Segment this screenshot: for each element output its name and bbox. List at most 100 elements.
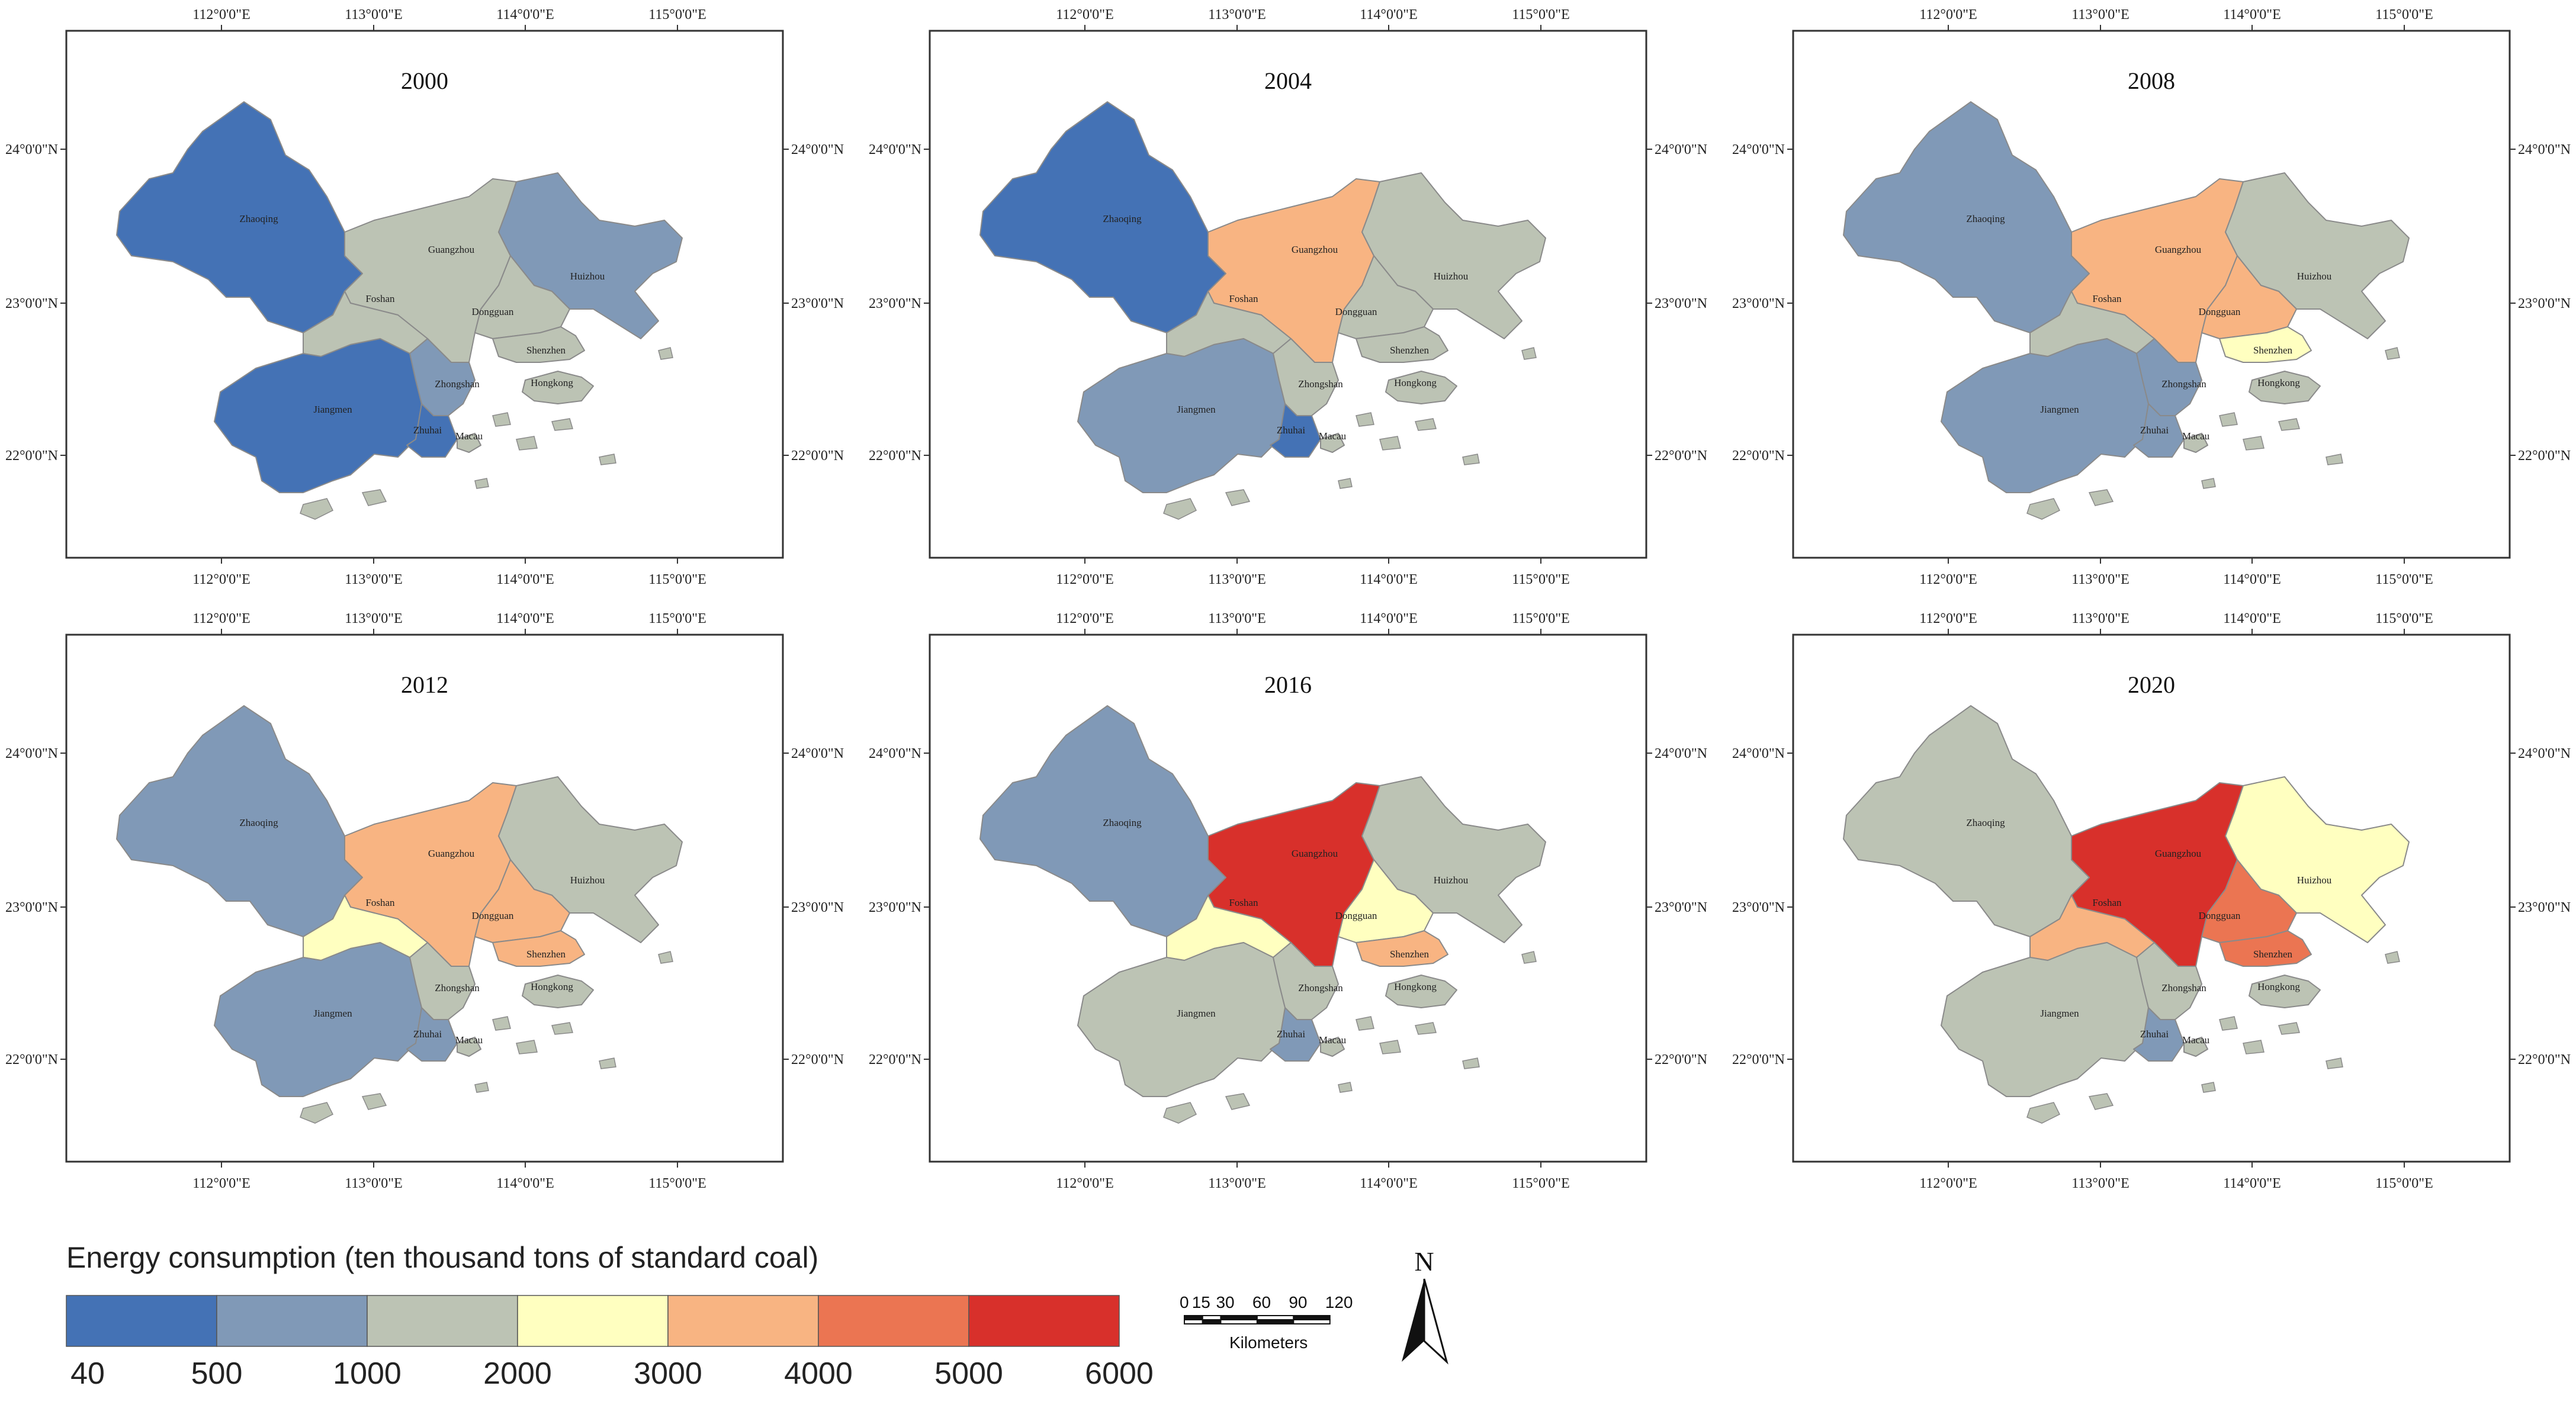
map-panel-2008: 112°0'0"E 112°0'0"E 113°0'0"E 113°0'0"E 114°… [1732, 7, 2571, 587]
city-label-shenzhen: Shenzhen [1390, 949, 1430, 960]
island [2026, 1102, 2061, 1124]
island [2385, 347, 2400, 360]
island [2219, 1016, 2238, 1031]
lon-label-top: 114°0'0"E [496, 611, 554, 626]
city-label-foshan: Foshan [1229, 293, 1258, 304]
map-panel-2016: 112°0'0"E 112°0'0"E 113°0'0"E 113°0'0"E 114°… [869, 611, 1707, 1191]
city-label-zhuhai: Zhuhai [2140, 425, 2169, 436]
region-zhuhai [2133, 1007, 2185, 1062]
city-label-zhaoqing: Zhaoqing [1966, 817, 2005, 828]
lon-label-bottom: 112°0'0"E [1919, 572, 1977, 587]
lat-label-left: 23°0'0"N [5, 296, 58, 311]
city-label-shenzhen: Shenzhen [1390, 345, 1430, 356]
scale-bar-unit: Kilometers [1229, 1333, 1308, 1352]
city-label-zhongshan: Zhongshan [2161, 982, 2206, 994]
north-arrow-left [1402, 1279, 1424, 1362]
region-zhaoqing [116, 705, 363, 937]
legend-swatch-c3000_4000 [667, 1295, 819, 1347]
region-shenzhen [492, 930, 585, 967]
map-year-title: 2020 [2128, 671, 2175, 698]
city-label-jiangmen: Jiangmen [313, 1008, 352, 1019]
lat-label-left: 24°0'0"N [869, 142, 921, 157]
city-label-guangzhou: Guangzhou [2155, 848, 2202, 859]
island [1338, 1082, 1353, 1093]
city-label-zhaoqing: Zhaoqing [239, 817, 278, 828]
scale-segment-top [1256, 1315, 1295, 1320]
island [2278, 1022, 2300, 1035]
scale-bar-label: 0 [1180, 1293, 1189, 1311]
lat-label-left: 22°0'0"N [1732, 1052, 1785, 1068]
map-year-title: 2000 [401, 67, 448, 94]
city-label-shenzhen: Shenzhen [2253, 949, 2293, 960]
legend-swatch-c5000_6000 [968, 1295, 1120, 1347]
city-label-hongkong: Hongkong [1394, 377, 1437, 388]
city-label-zhuhai: Zhuhai [2140, 1028, 2169, 1040]
lat-label-left: 24°0'0"N [5, 142, 58, 157]
city-label-zhaoqing: Zhaoqing [239, 213, 278, 224]
legend-tick-label: 6000 [1085, 1356, 1154, 1391]
lon-label-bottom: 112°0'0"E [1056, 572, 1114, 587]
region-macau [457, 433, 481, 453]
city-label-hongkong: Hongkong [1394, 981, 1437, 992]
north-arrow-label: N [1414, 1246, 1434, 1277]
lat-label-right: 23°0'0"N [1655, 296, 1707, 311]
region-dongguan [2201, 255, 2297, 339]
legend-tick-label: 2000 [483, 1356, 552, 1391]
lon-label-bottom: 112°0'0"E [1919, 1176, 1977, 1191]
lon-label-top: 114°0'0"E [1360, 611, 1418, 626]
region-hongkong [1385, 975, 1457, 1008]
city-label-zhuhai: Zhuhai [1277, 1028, 1305, 1040]
city-label-zhongshan: Zhongshan [1298, 378, 1343, 390]
city-label-zhongshan: Zhongshan [435, 378, 480, 390]
island [1356, 412, 1374, 427]
island [361, 489, 387, 506]
island [474, 1082, 489, 1093]
region-shenzhen [1356, 326, 1448, 363]
region-hongkong [1385, 371, 1457, 404]
lat-label-right: 22°0'0"N [791, 448, 844, 464]
lat-label-right: 23°0'0"N [791, 296, 844, 311]
scale-segment-top [1293, 1315, 1331, 1320]
island [1356, 1016, 1374, 1031]
lat-label-right: 22°0'0"N [2518, 448, 2571, 464]
regions: Zhaoqing Guangzhou Foshan Huizhou Dongguan Sh… [116, 101, 683, 520]
lon-label-bottom: 115°0'0"E [2375, 572, 2433, 587]
lat-label-left: 24°0'0"N [869, 746, 921, 761]
city-label-dongguan: Dongguan [1335, 306, 1377, 317]
map-year-title: 2012 [401, 671, 448, 698]
island [2243, 1040, 2265, 1054]
island [599, 1057, 616, 1069]
lon-label-top: 114°0'0"E [2223, 7, 2281, 22]
lat-label-right: 22°0'0"N [791, 1052, 844, 1068]
city-label-macau: Macau [2182, 1034, 2210, 1046]
city-label-macau: Macau [455, 430, 483, 442]
region-hongkong [522, 371, 594, 404]
lat-label-right: 24°0'0"N [2518, 746, 2571, 761]
map-panel-2000: 112°0'0"E 112°0'0"E 113°0'0"E 113°0'0"E 114°… [5, 7, 844, 587]
city-label-jiangmen: Jiangmen [1177, 404, 1216, 415]
city-label-huizhou: Huizhou [1434, 874, 1469, 886]
lon-label-top: 115°0'0"E [2375, 611, 2433, 626]
lon-label-top: 112°0'0"E [192, 611, 250, 626]
scale-segment-top [1220, 1315, 1258, 1320]
lon-label-bottom: 115°0'0"E [2375, 1176, 2433, 1191]
city-label-macau: Macau [2182, 430, 2210, 442]
city-label-hongkong: Hongkong [2257, 377, 2300, 388]
city-label-jiangmen: Jiangmen [2040, 1008, 2079, 1019]
city-label-foshan: Foshan [365, 897, 395, 908]
island [1462, 1057, 1480, 1069]
lat-label-right: 23°0'0"N [2518, 900, 2571, 915]
region-zhaoqing [979, 705, 1226, 937]
legend-tick-label: 500 [191, 1356, 243, 1391]
lat-label-left: 23°0'0"N [869, 296, 921, 311]
island [1462, 454, 1480, 465]
region-zhuhai [1270, 403, 1321, 458]
lon-label-top: 115°0'0"E [1512, 7, 1570, 22]
legend-swatch-c4000_5000 [818, 1295, 969, 1347]
lon-label-bottom: 112°0'0"E [192, 1176, 250, 1191]
city-label-huizhou: Huizhou [2297, 874, 2332, 886]
island [516, 1040, 538, 1054]
region-zhaoqing [116, 101, 363, 333]
lon-label-bottom: 112°0'0"E [1056, 1176, 1114, 1191]
